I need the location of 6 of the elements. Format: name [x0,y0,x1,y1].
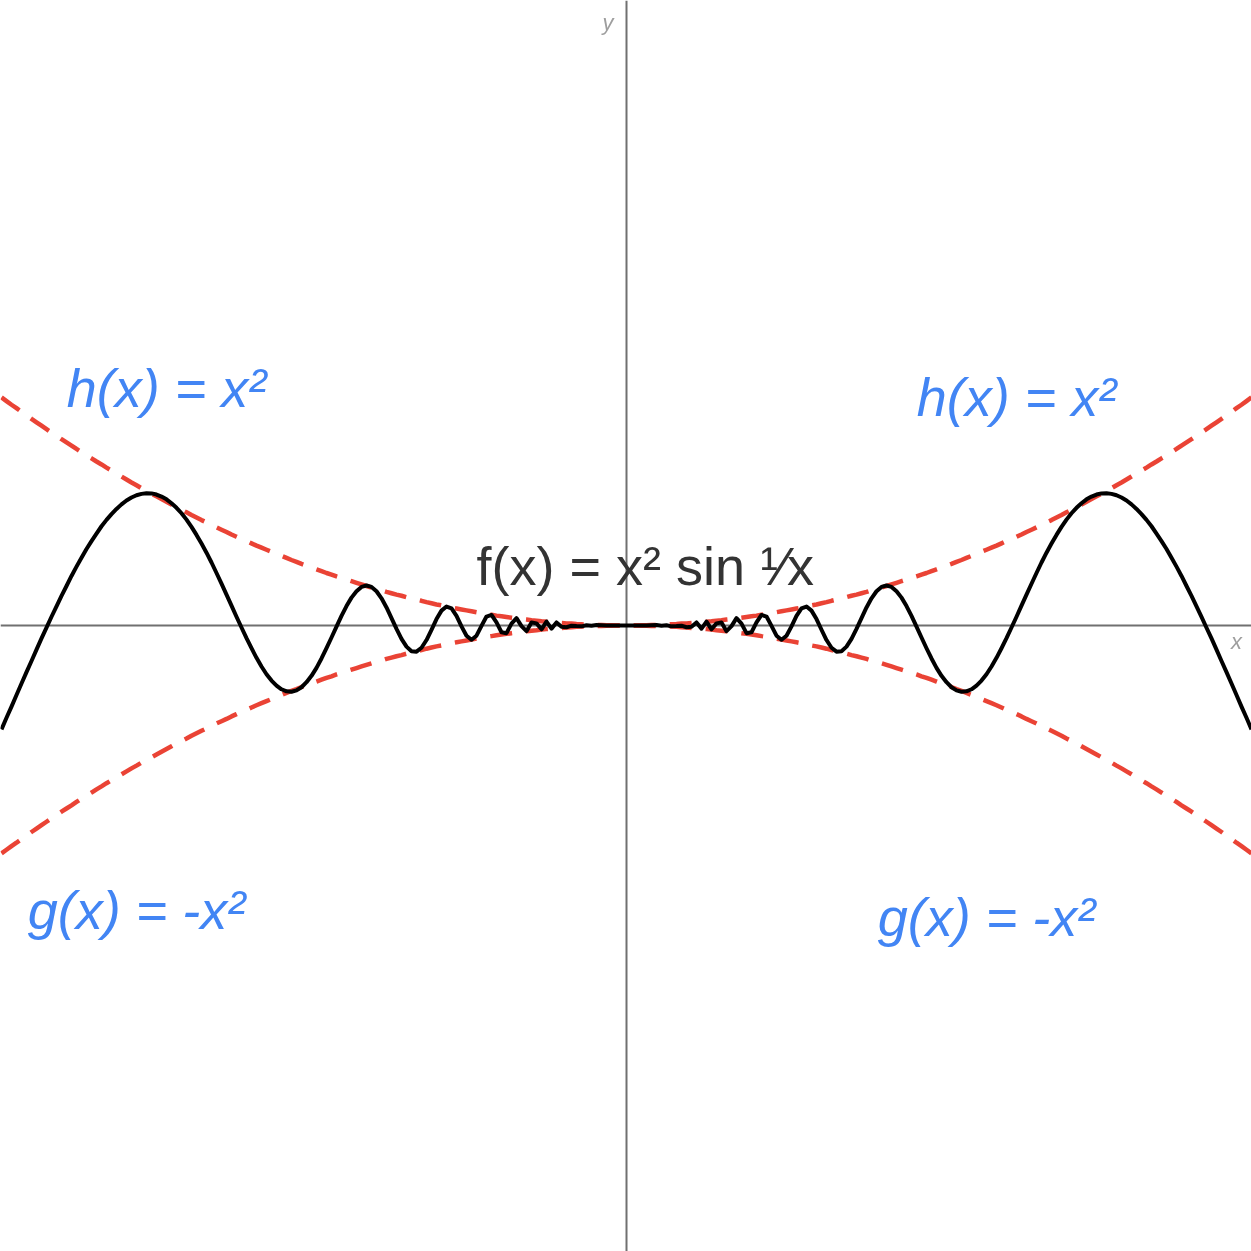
text: g(x) = -x² [877,887,1096,948]
text: h(x) = x² [916,367,1117,428]
x-axis-title: x [1230,628,1243,654]
series-label: g(x) = -x² [27,880,248,941]
series-label: h(x) = x² [66,358,269,419]
text: y [600,9,616,35]
